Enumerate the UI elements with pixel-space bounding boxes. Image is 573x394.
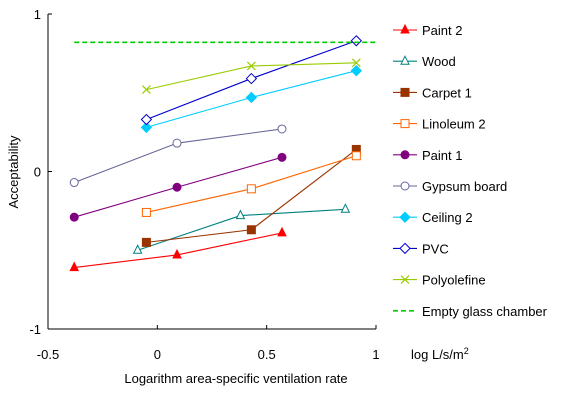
marker-triangle (400, 23, 410, 34)
x-axis-title: Logarithm area-specific ventilation rate (124, 371, 347, 386)
legend-item: Linoleum 2 (393, 117, 486, 132)
marker-circle (400, 181, 410, 191)
marker-triangle (340, 203, 351, 213)
marker-square (141, 207, 151, 217)
marker-triangle (69, 261, 80, 272)
marker-triangle (400, 55, 410, 65)
series-paint-2 (69, 226, 287, 272)
y-tick-label: -1 (29, 322, 41, 337)
legend-label: Paint 2 (422, 23, 462, 38)
marker-diamond (245, 91, 258, 104)
y-tick-label: 0 (34, 165, 41, 180)
marker-square (246, 225, 256, 235)
legend-label: Empty glass chamber (422, 304, 548, 319)
marker-diamond (350, 35, 363, 47)
marker-diamond (350, 64, 363, 77)
legend-item: Paint 1 (393, 148, 462, 163)
legend-item: Wood (393, 54, 456, 69)
x-tick-label: 0 (154, 347, 161, 362)
legend-label: Paint 1 (422, 148, 462, 163)
x-axis-unit-exponent: 2 (464, 346, 469, 356)
marker-diamond (245, 72, 258, 85)
series-pvc (140, 35, 363, 126)
marker-triangle (172, 248, 182, 259)
marker-square (246, 184, 256, 194)
legend-item: Gypsum board (393, 179, 507, 194)
marker-x (141, 85, 151, 95)
marker-square (141, 237, 151, 247)
marker-circle (69, 212, 79, 222)
series-polyolefine (141, 58, 361, 95)
marker-triangle (132, 244, 143, 254)
marker-square (400, 119, 410, 129)
legend-item: Empty glass chamber (393, 304, 548, 319)
marker-square (400, 87, 410, 97)
legend-item: Ceiling 2 (393, 210, 473, 225)
x-tick-label: 0.5 (258, 347, 276, 362)
series-paint-1 (69, 152, 287, 222)
marker-circle (277, 124, 287, 134)
legend-item: Paint 2 (393, 23, 462, 38)
legend-label: Carpet 1 (422, 85, 472, 100)
marker-circle (277, 152, 287, 162)
series-wood (132, 203, 351, 254)
legend-label: PVC (422, 241, 449, 256)
legend-label: Ceiling 2 (422, 210, 473, 225)
series-layer (69, 35, 377, 272)
marker-circle (400, 150, 410, 160)
legend-item: Polyolefine (393, 273, 486, 288)
marker-circle (172, 182, 182, 192)
marker-diamond (140, 113, 153, 126)
legend: Paint 2 Wood Carpet 1 Linoleum 2 Paint 1 Gyps… (393, 23, 548, 319)
legend-item: PVC (393, 241, 449, 256)
x-tick-label: -0.5 (37, 347, 59, 362)
series-line (74, 128, 283, 184)
series-linoleum-2 (141, 151, 361, 217)
marker-x (246, 61, 256, 71)
x-tick-label: 1 (372, 347, 379, 362)
legend-label: Linoleum 2 (422, 117, 486, 132)
marker-x (400, 275, 410, 285)
legend-item: Carpet 1 (393, 85, 472, 100)
series-ceiling-2 (140, 64, 363, 134)
y-axis-title: Acceptability (6, 135, 21, 208)
y-tick-label: 1 (34, 7, 41, 22)
marker-square (351, 151, 361, 161)
x-axis-unit-base: log L/s/m (411, 347, 464, 362)
x-axis-unit: log L/s/m2 (411, 346, 469, 362)
legend-label: Gypsum board (422, 179, 507, 194)
series-gypsum-board (69, 124, 287, 188)
marker-triangle (277, 226, 287, 237)
series-carpet-1 (141, 144, 361, 247)
marker-diamond (399, 242, 411, 255)
marker-diamond (140, 121, 153, 134)
legend-label: Polyolefine (422, 273, 486, 288)
marker-circle (69, 178, 79, 188)
marker-circle (172, 138, 182, 148)
marker-x (351, 58, 361, 68)
legend-label: Wood (422, 54, 456, 69)
axis-ticks: -1 0 1 -0.5 0 0.5 1 (29, 7, 379, 362)
marker-triangle (235, 209, 246, 220)
marker-diamond (399, 211, 411, 223)
